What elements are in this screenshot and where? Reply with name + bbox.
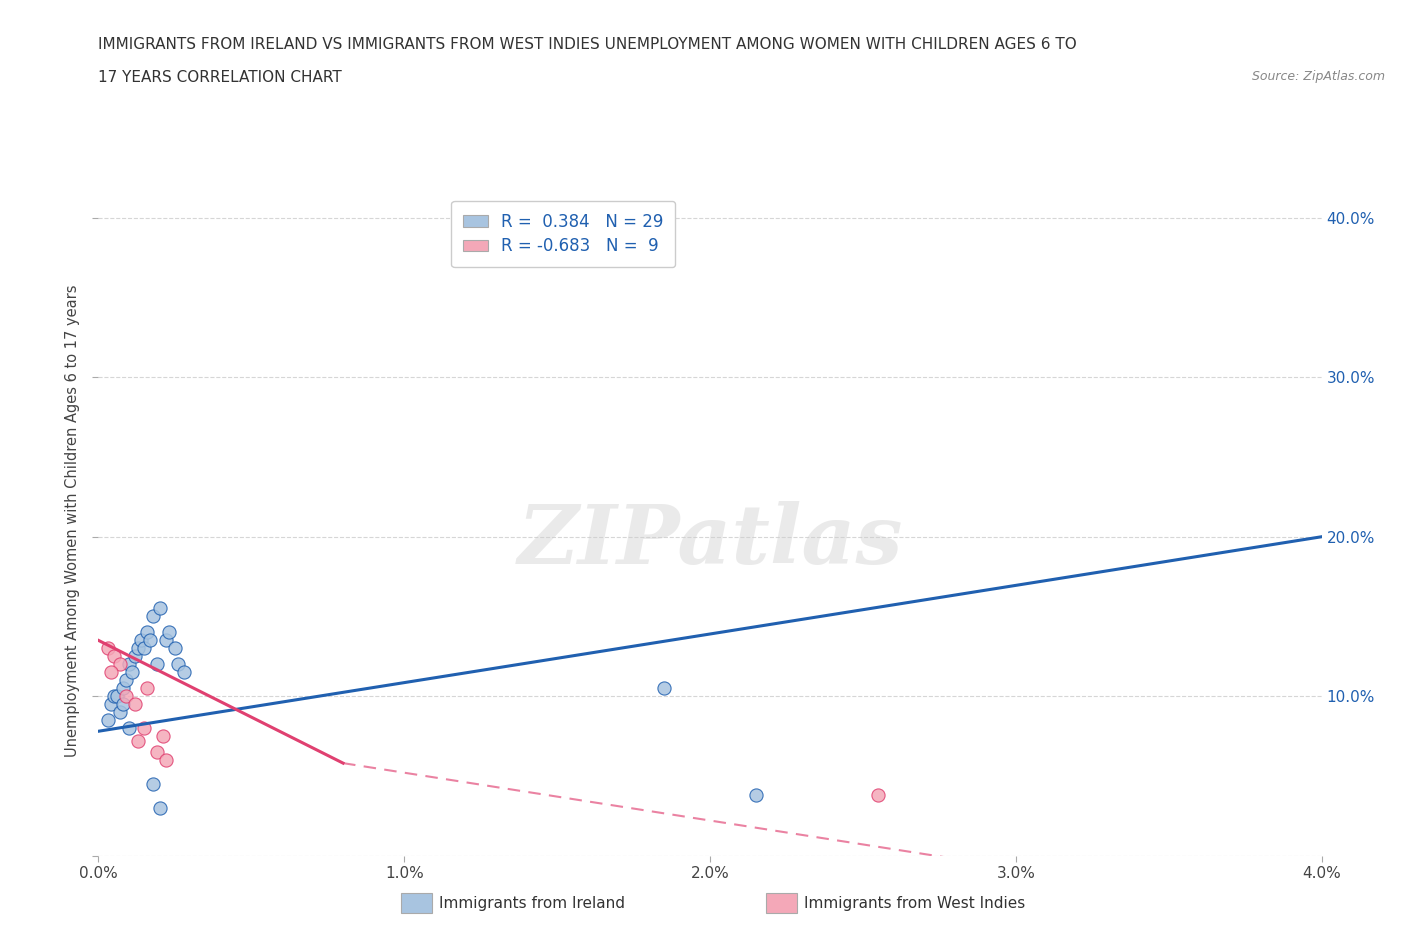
Point — [155, 633, 177, 648]
Point — [136, 625, 159, 640]
Point — [139, 633, 162, 648]
Point — [103, 649, 125, 664]
Point — [115, 689, 138, 704]
Point — [145, 657, 167, 671]
Text: IMMIGRANTS FROM IRELAND VS IMMIGRANTS FROM WEST INDIES UNEMPLOYMENT AMONG WOMEN : IMMIGRANTS FROM IRELAND VS IMMIGRANTS FR… — [98, 37, 1077, 52]
Point — [157, 625, 180, 640]
Point — [111, 697, 134, 711]
Point — [129, 633, 152, 648]
Point — [108, 657, 131, 671]
Point — [105, 689, 128, 704]
Point — [121, 665, 143, 680]
Point — [145, 745, 167, 760]
Point — [136, 681, 159, 696]
Point — [652, 681, 675, 696]
Point — [167, 657, 190, 671]
Point — [142, 777, 165, 791]
Point — [108, 705, 131, 720]
Point — [115, 672, 138, 687]
Point — [124, 697, 146, 711]
Point — [134, 641, 156, 656]
Point — [127, 734, 149, 749]
Point — [111, 681, 134, 696]
Point — [149, 601, 172, 616]
Point — [100, 697, 122, 711]
Point — [155, 752, 177, 767]
Point — [103, 689, 125, 704]
Point — [97, 641, 120, 656]
Point — [152, 728, 174, 743]
Point — [100, 665, 122, 680]
Text: Immigrants from Ireland: Immigrants from Ireland — [439, 896, 624, 910]
Text: Source: ZipAtlas.com: Source: ZipAtlas.com — [1251, 70, 1385, 83]
Text: ZIPatlas: ZIPatlas — [517, 501, 903, 581]
Text: 17 YEARS CORRELATION CHART: 17 YEARS CORRELATION CHART — [98, 70, 342, 85]
Text: Immigrants from West Indies: Immigrants from West Indies — [804, 896, 1025, 910]
Point — [173, 665, 195, 680]
Point — [118, 657, 141, 671]
Point — [745, 788, 768, 803]
Point — [142, 609, 165, 624]
Point — [868, 788, 890, 803]
Y-axis label: Unemployment Among Women with Children Ages 6 to 17 years: Unemployment Among Women with Children A… — [65, 285, 80, 757]
Point — [127, 641, 149, 656]
Point — [118, 721, 141, 736]
Point — [149, 801, 172, 816]
Point — [124, 649, 146, 664]
Point — [134, 721, 156, 736]
Point — [163, 641, 186, 656]
Point — [97, 712, 120, 727]
Legend: R =  0.384   N = 29, R = -0.683   N =  9: R = 0.384 N = 29, R = -0.683 N = 9 — [451, 201, 675, 267]
